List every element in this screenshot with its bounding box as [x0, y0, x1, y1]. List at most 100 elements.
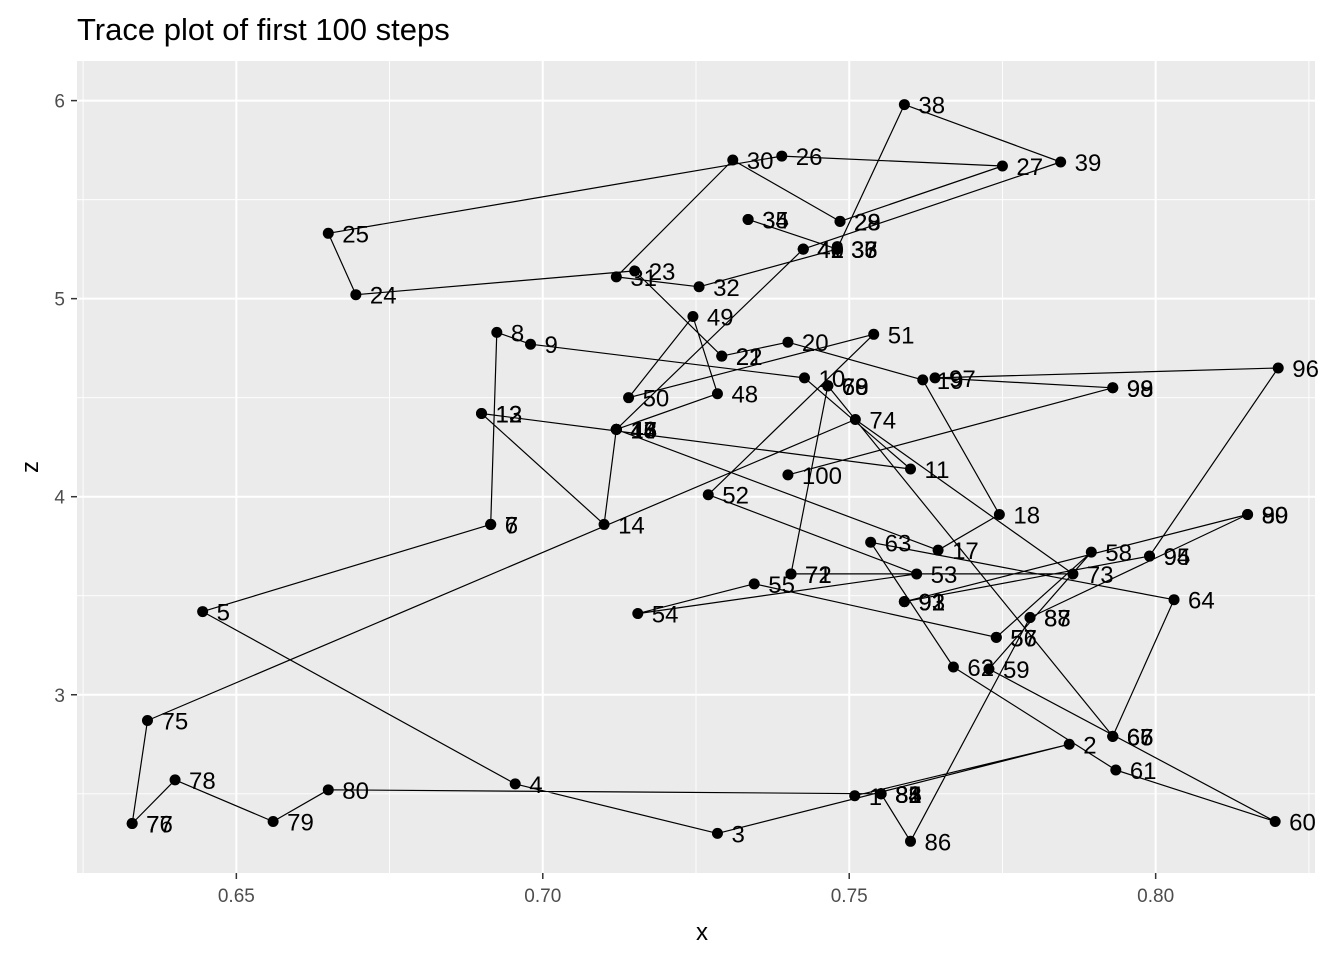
data-point [1169, 594, 1180, 605]
data-point [835, 216, 846, 227]
point-label: 51 [888, 322, 915, 349]
data-point [911, 568, 922, 579]
point-label: 70 [842, 374, 869, 401]
point-label: 95 [1164, 544, 1191, 571]
point-label: 74 [869, 407, 896, 434]
chart-title: Trace plot of first 100 steps [77, 12, 450, 47]
data-point [510, 778, 521, 789]
point-label: 3 [731, 821, 744, 848]
point-label: 18 [1013, 503, 1040, 530]
data-point [933, 545, 944, 556]
data-point [476, 408, 487, 419]
point-label: 79 [287, 810, 314, 837]
data-point [323, 784, 334, 795]
y-axis-ticks: 3 4 5 6 [54, 92, 77, 707]
data-point [850, 414, 861, 425]
x-tick-label: 0.80 [1137, 886, 1174, 907]
point-label: 64 [1188, 588, 1215, 615]
data-point [991, 632, 1002, 643]
point-label: 86 [925, 829, 952, 856]
data-point [1270, 816, 1281, 827]
point-label: 67 [1127, 724, 1154, 751]
point-label: 48 [731, 382, 758, 409]
point-label: 78 [189, 768, 216, 795]
point-label: 2 [1083, 732, 1096, 759]
data-point [1144, 551, 1155, 562]
data-point [1242, 509, 1253, 520]
data-point [716, 351, 727, 362]
data-point [712, 388, 723, 399]
data-point [525, 339, 536, 350]
point-label: 93 [918, 590, 945, 617]
point-label: 96 [1292, 356, 1319, 383]
data-point [1055, 157, 1066, 168]
data-point [350, 289, 361, 300]
point-label: 75 [161, 709, 188, 736]
data-point [776, 151, 787, 162]
point-label: 80 [342, 778, 369, 805]
point-label: 57 [1010, 625, 1037, 652]
data-point [599, 519, 610, 530]
data-point [485, 519, 496, 530]
point-label: 27 [1016, 154, 1043, 181]
x-axis-ticks: 0.65 0.70 0.75 0.80 [218, 873, 1174, 907]
data-point [997, 160, 1008, 171]
point-label: 52 [722, 483, 749, 510]
data-point [994, 509, 1005, 520]
point-label: 7 [505, 512, 518, 539]
data-point [1067, 568, 1078, 579]
point-label: 90 [1262, 503, 1289, 530]
point-label: 63 [885, 530, 912, 557]
point-label: 29 [854, 209, 881, 236]
point-label: 5 [217, 600, 230, 627]
data-point [905, 463, 916, 474]
data-point [743, 214, 754, 225]
data-point [1064, 739, 1075, 750]
data-point [1025, 612, 1036, 623]
point-label: 37 [851, 237, 878, 264]
point-label: 4 [529, 772, 542, 799]
data-point [899, 596, 910, 607]
data-point [1273, 362, 1284, 373]
data-point [712, 828, 723, 839]
point-label: 100 [802, 463, 842, 490]
point-label: 47 [630, 417, 657, 444]
point-label: 88 [1044, 606, 1071, 633]
data-point [1086, 547, 1097, 558]
data-point [799, 372, 810, 383]
data-point [491, 327, 502, 338]
point-label: 97 [949, 366, 976, 393]
data-point [905, 836, 916, 847]
data-point [632, 608, 643, 619]
y-tick-label: 4 [54, 488, 65, 509]
x-tick-label: 0.65 [218, 886, 255, 907]
point-label: 25 [342, 221, 369, 248]
point-label: 35 [762, 207, 789, 234]
data-point [611, 271, 622, 282]
point-label: 62 [967, 655, 994, 682]
point-label: 31 [630, 265, 657, 292]
data-point [865, 537, 876, 548]
point-label: 85 [895, 782, 922, 809]
point-label: 38 [918, 93, 945, 120]
point-label: 99 [1127, 376, 1154, 403]
data-point [703, 489, 714, 500]
x-axis-title: x [696, 919, 708, 946]
data-point [687, 311, 698, 322]
y-tick-label: 6 [54, 92, 65, 113]
data-point [1107, 382, 1118, 393]
data-point [197, 606, 208, 617]
point-label: 54 [652, 602, 679, 629]
point-label: 9 [545, 332, 558, 359]
point-label: 32 [713, 275, 740, 302]
point-label: 50 [643, 386, 670, 413]
point-label: 61 [1130, 758, 1157, 785]
point-label: 1 [869, 784, 882, 811]
y-tick-label: 3 [54, 686, 65, 707]
point-label: 53 [931, 562, 958, 589]
data-point [798, 244, 809, 255]
data-point [868, 329, 879, 340]
point-label: 30 [747, 148, 774, 175]
data-point [611, 424, 622, 435]
y-tick-label: 5 [54, 290, 65, 311]
